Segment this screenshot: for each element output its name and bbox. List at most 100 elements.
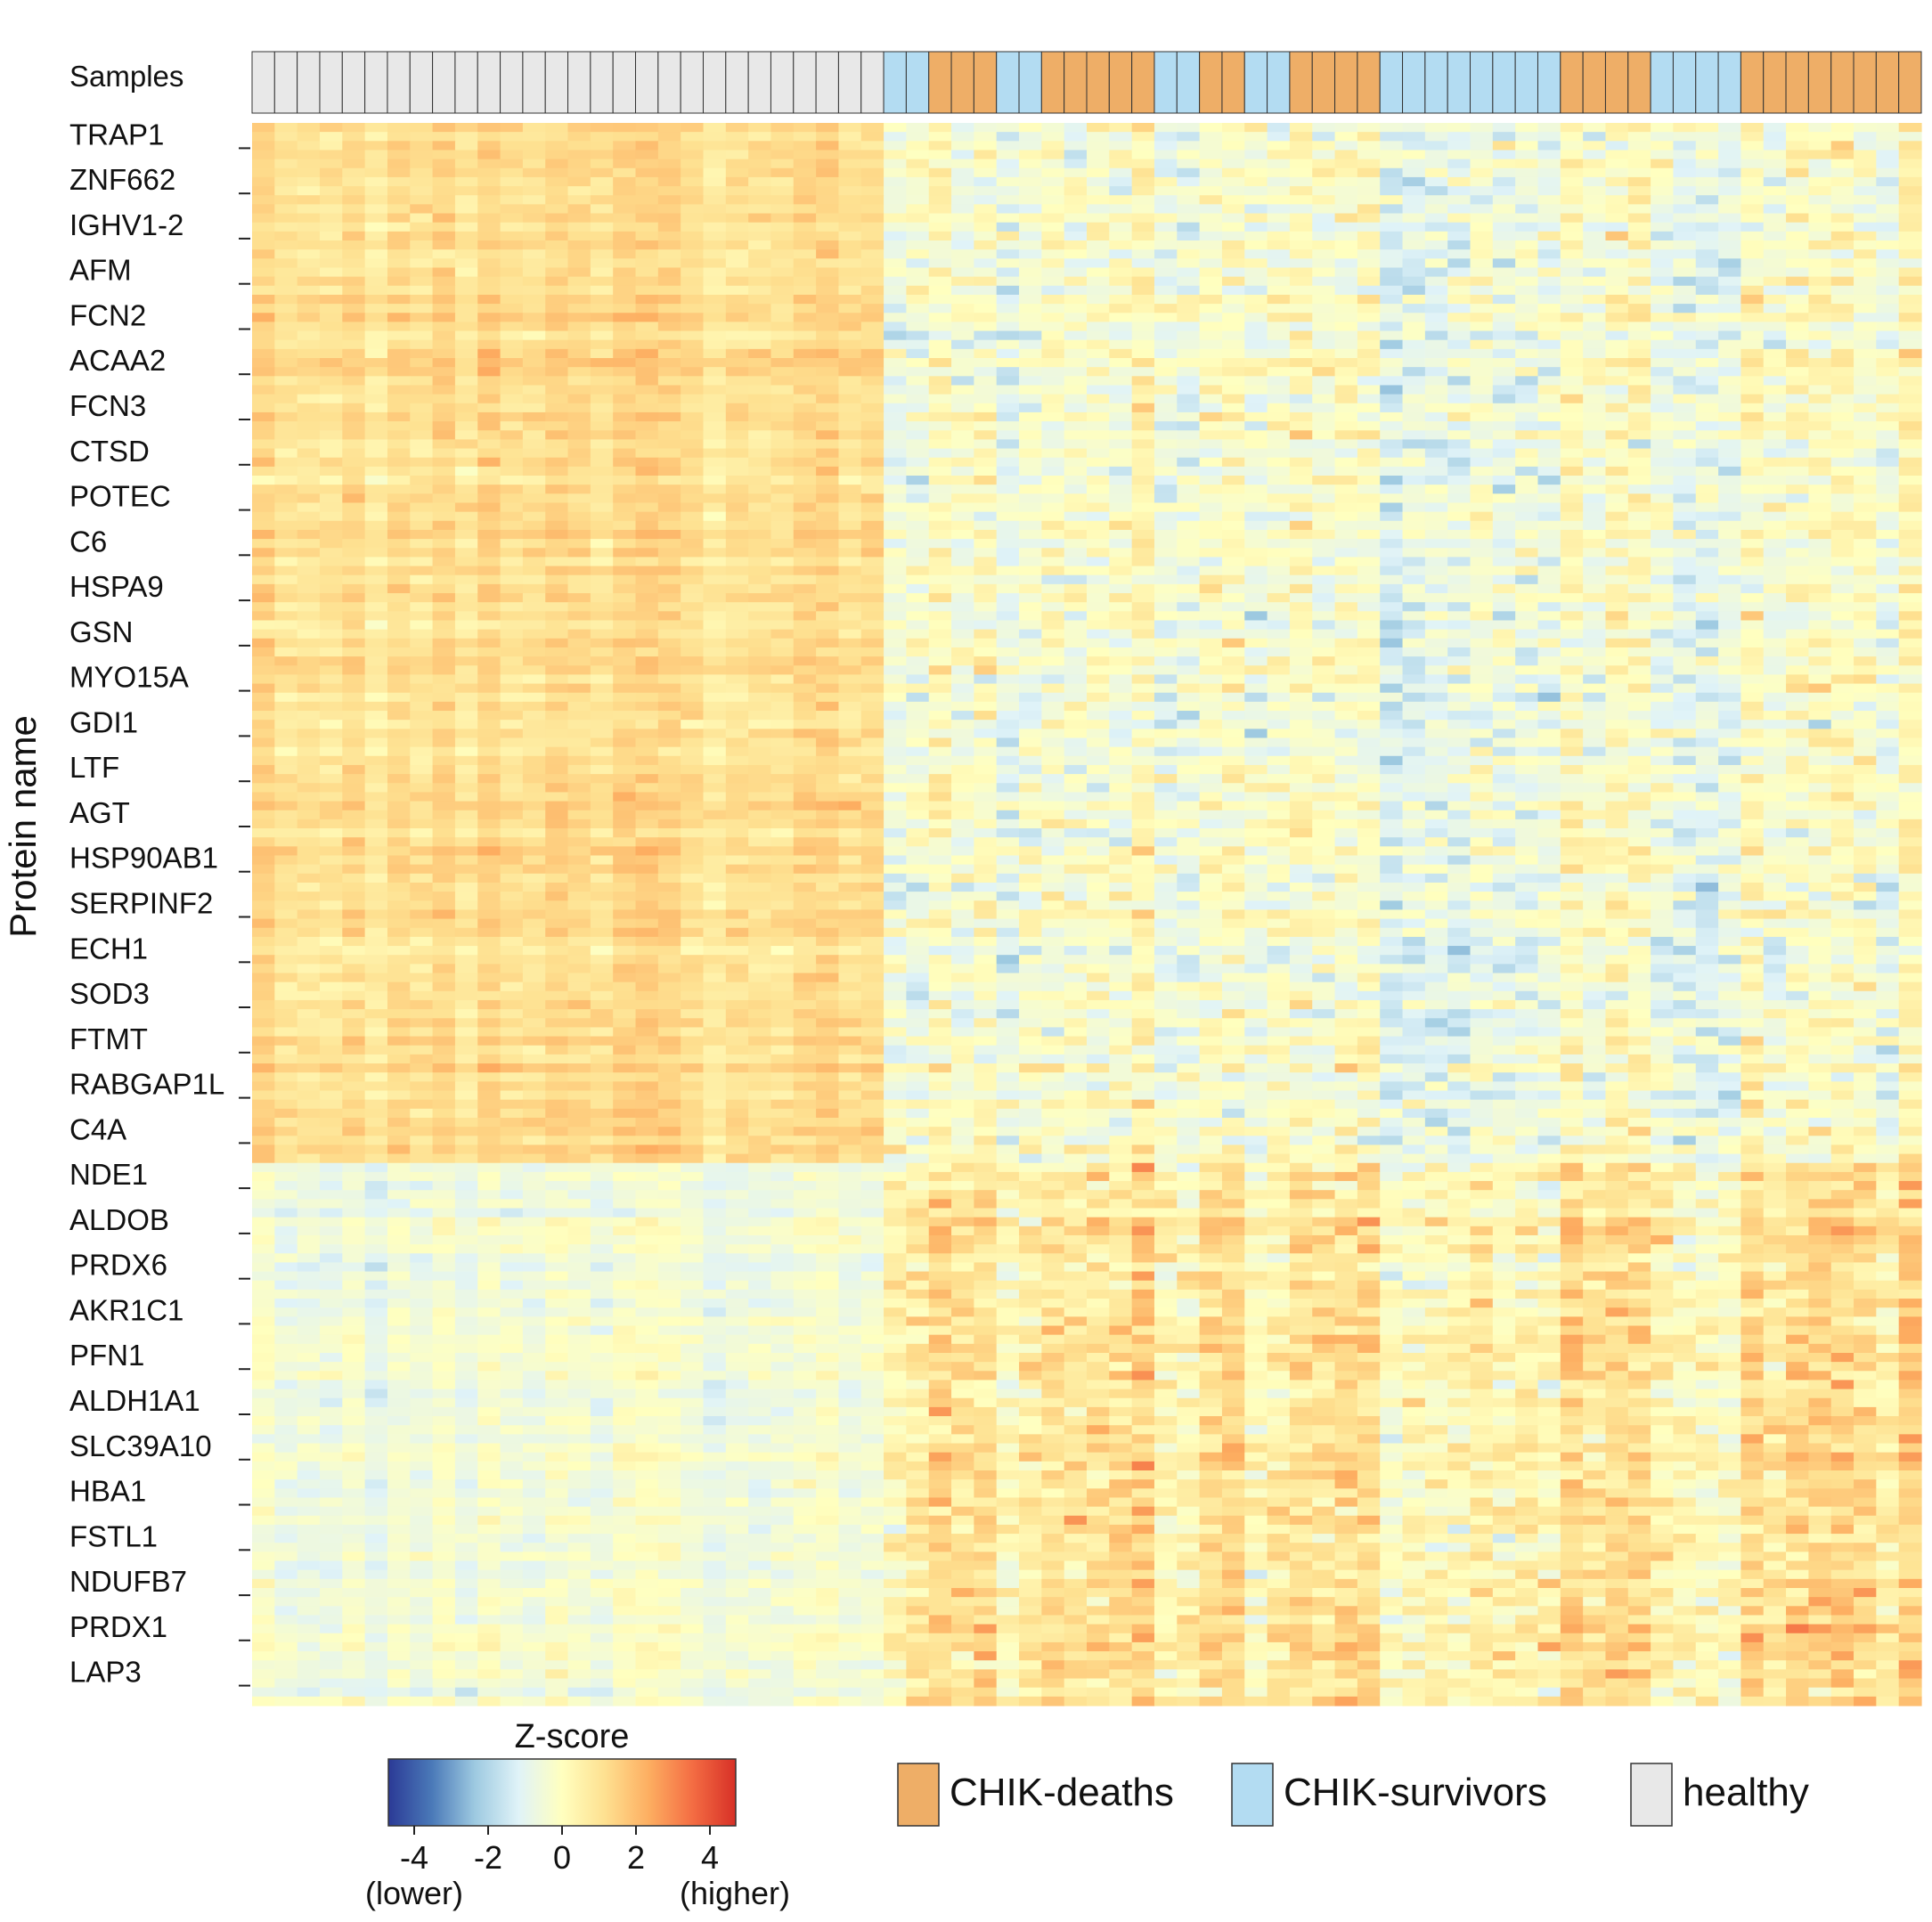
heatmap-cell — [522, 322, 546, 332]
heatmap-cell — [1470, 285, 1494, 296]
heatmap-cell — [635, 674, 659, 685]
heatmap-cell — [1470, 421, 1494, 431]
heatmap-cell — [477, 566, 501, 576]
heatmap-cell — [1064, 204, 1088, 215]
heatmap-cell — [1740, 141, 1765, 151]
heatmap-cell — [1199, 485, 1223, 494]
heatmap-cell — [1221, 439, 1245, 450]
heatmap-cell — [1651, 330, 1675, 341]
heatmap-cell — [1402, 376, 1426, 387]
heatmap-cell — [748, 267, 772, 278]
heatmap-cell — [364, 476, 388, 485]
heatmap-cell — [613, 141, 637, 151]
heatmap-cell — [1199, 403, 1223, 413]
heatmap-cell — [387, 132, 411, 142]
heatmap-cell — [1763, 150, 1787, 160]
heatmap-cell — [1087, 231, 1110, 241]
heatmap-cell — [928, 729, 952, 739]
heatmap-cell — [432, 720, 456, 729]
heatmap-cell — [996, 665, 1020, 676]
heatmap-cell — [1064, 647, 1088, 657]
heatmap-cell — [1131, 683, 1155, 694]
heatmap-cell — [838, 195, 862, 205]
heatmap-cell — [387, 276, 411, 287]
heatmap-cell — [703, 394, 727, 404]
heatmap-cell — [725, 729, 749, 739]
heatmap-cell — [974, 240, 998, 250]
heatmap-cell — [1334, 674, 1358, 685]
heatmap-cell — [1041, 647, 1065, 657]
heatmap-cell — [770, 548, 795, 558]
heatmap-cell — [1131, 511, 1155, 522]
heatmap-cell — [1019, 502, 1042, 513]
heatmap-cell — [1763, 602, 1787, 612]
heatmap-cell — [1424, 692, 1448, 703]
heatmap-cell — [1289, 720, 1313, 729]
heatmap-cell — [545, 141, 569, 151]
heatmap-cell — [1605, 132, 1629, 142]
heatmap-cell — [860, 430, 884, 440]
heatmap-cell — [770, 167, 795, 178]
heatmap-cell — [860, 240, 884, 250]
heatmap-cell — [1718, 313, 1741, 322]
heatmap-cell — [725, 186, 749, 196]
heatmap-cell — [838, 231, 862, 241]
heatmap-cell — [1153, 258, 1178, 269]
heatmap-cell — [432, 403, 456, 413]
heatmap-cell — [1177, 502, 1201, 513]
heatmap-cell — [1673, 339, 1697, 350]
heatmap-cell — [1267, 583, 1291, 594]
heatmap-cell — [1312, 367, 1336, 377]
heatmap-cell — [1854, 466, 1877, 476]
heatmap-cell — [274, 167, 298, 178]
heatmap-cell — [1289, 674, 1313, 685]
heatmap-cell — [1447, 231, 1471, 241]
heatmap-cell — [1064, 358, 1088, 368]
heatmap-cell — [1402, 304, 1426, 314]
heatmap-cell — [387, 665, 411, 676]
heatmap-cell — [1830, 656, 1855, 666]
heatmap-cell — [1763, 620, 1787, 631]
heatmap-cell — [342, 493, 366, 504]
heatmap-cell — [1380, 656, 1404, 666]
heatmap-cell — [1515, 186, 1539, 196]
heatmap-cell — [1019, 195, 1042, 205]
heatmap-cell — [364, 159, 388, 169]
heatmap-cell — [748, 466, 772, 476]
heatmap-cell — [1854, 692, 1877, 703]
heatmap-cell — [951, 683, 974, 694]
heatmap-cell — [319, 539, 343, 549]
heatmap-cell — [1064, 611, 1088, 622]
heatmap-cell — [1470, 593, 1494, 603]
heatmap-cell — [1221, 339, 1245, 350]
heatmap-cell — [1357, 593, 1381, 603]
heatmap-cell — [252, 231, 275, 241]
heatmap-cell — [681, 294, 705, 305]
heatmap-cell — [1492, 339, 1516, 350]
heatmap-cell — [454, 620, 478, 631]
heatmap-cell — [1470, 620, 1494, 631]
heatmap-cell — [1267, 411, 1291, 422]
heatmap-cell — [860, 674, 884, 685]
heatmap-cell — [996, 141, 1020, 151]
heatmap-cell — [1177, 430, 1201, 440]
heatmap-cell — [838, 683, 862, 694]
heatmap-cell — [1763, 701, 1787, 712]
heatmap-cell — [567, 583, 591, 594]
heatmap-cell — [387, 367, 411, 377]
heatmap-cell — [748, 647, 772, 657]
heatmap-cell — [1424, 566, 1448, 576]
heatmap-cell — [1267, 593, 1291, 603]
heatmap-cell — [1808, 313, 1832, 322]
heatmap-cell — [635, 204, 659, 215]
heatmap-cell — [1177, 394, 1201, 404]
heatmap-cell — [1424, 358, 1448, 368]
heatmap-cell — [1808, 204, 1832, 215]
heatmap-cell — [703, 701, 727, 712]
heatmap-cell — [1898, 141, 1922, 151]
heatmap-cell — [432, 132, 456, 142]
heatmap-cell — [816, 240, 840, 250]
heatmap-cell — [590, 322, 614, 332]
heatmap-cell — [1763, 583, 1787, 594]
heatmap-cell — [1470, 638, 1494, 648]
